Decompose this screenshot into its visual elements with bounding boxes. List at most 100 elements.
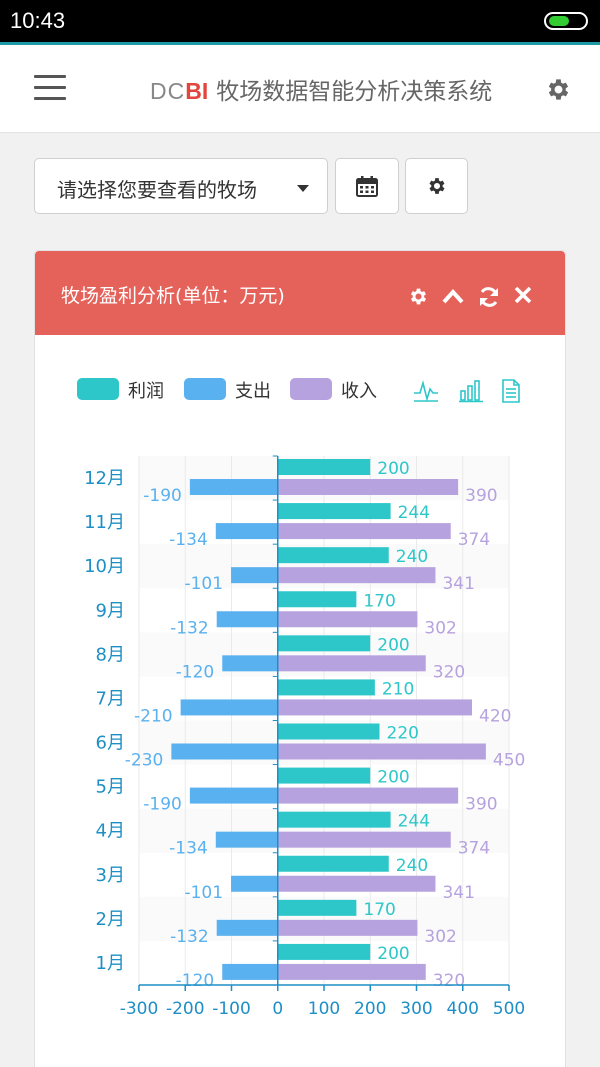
x-tick-label: 100 [308,999,340,1019]
farm-select-label: 请选择您要查看的牧场 [57,178,257,202]
hamburger-icon[interactable] [34,75,66,101]
data-label-expense: -230 [125,751,164,771]
bar-profit [277,459,371,475]
bar-income [277,567,436,584]
brand-title: 牧场数据智能分析决策系统 [216,79,493,105]
y-tick-label: 1月 [96,953,125,974]
bar-expense [216,611,278,628]
bar-income [277,787,459,804]
data-label-expense: -190 [143,795,182,815]
bar-expense [215,523,278,540]
y-tick-label: 2月 [96,909,125,930]
data-label-profit: 220 [387,724,419,744]
bar-expense [222,963,278,980]
data-label-income: 420 [479,706,511,726]
battery-level [549,16,569,26]
settings-button[interactable] [405,158,468,214]
line-chart-icon[interactable] [413,379,439,403]
bar-income [277,743,486,760]
bar-income [277,655,426,672]
bar-income [277,963,426,980]
legend-label-expense: 支出 [235,381,271,402]
data-label-expense: -101 [184,883,223,903]
data-label-income: 320 [433,662,465,682]
bar-profit [277,503,391,520]
brand-dc: DC [150,78,186,104]
refresh-icon[interactable] [478,286,500,308]
y-tick-label: 9月 [96,600,125,621]
data-label-income: 390 [465,795,497,815]
data-label-income: 341 [442,883,474,903]
x-tick-label: -100 [212,999,251,1019]
x-tick-label: 300 [400,999,432,1019]
legend-label-profit: 利润 [128,381,164,402]
legend-swatch-income [290,378,332,400]
data-label-profit: 240 [396,856,428,876]
data-label-income: 374 [458,839,490,859]
data-label-income: 374 [458,530,490,550]
data-label-profit: 200 [377,635,409,655]
gear-icon[interactable] [408,286,429,307]
y-tick-label: 6月 [96,733,125,754]
data-label-expense: -132 [170,927,209,947]
bar-income [277,699,472,716]
data-label-income: 450 [493,751,525,771]
data-label-income: 302 [424,927,456,947]
bar-profit [277,943,371,960]
x-tick-label: 0 [272,999,283,1019]
y-tick-label: 12月 [84,468,125,489]
data-label-profit: 170 [363,900,395,920]
bar-chart-icon[interactable] [459,379,483,403]
x-tick-label: 200 [354,999,386,1019]
gear-icon[interactable] [545,76,572,103]
bar-income [277,875,436,892]
profit-chart: 200 -190 390 12月 244 -134 374 11月 240 -101 341 10月 1… [84,455,525,1019]
data-label-income: 302 [424,618,456,638]
y-tick-label: 8月 [96,644,125,665]
calendar-icon [356,176,378,197]
calendar-button[interactable] [335,158,399,214]
data-label-expense: -120 [176,971,215,991]
bar-income [277,831,451,848]
bar-expense [222,655,278,672]
profit-panel: 牧场盈利分析(单位：万元) 利润 支出 收入 [34,250,566,1067]
data-label-income: 320 [433,971,465,991]
data-label-profit: 200 [377,944,409,964]
bar-income [277,523,451,540]
bar-profit [277,723,380,740]
bar-expense [215,831,278,848]
bar-expense [171,743,278,760]
bar-profit [277,767,371,784]
legend-label-income: 收入 [341,381,377,402]
bar-expense [231,875,278,892]
bar-expense [189,479,278,495]
caret-down-icon [297,185,309,192]
y-tick-label: 7月 [96,688,125,709]
x-tick-label: -200 [166,999,205,1019]
close-icon[interactable] [514,286,532,304]
bar-profit [277,591,357,608]
data-label-expense: -101 [184,574,223,594]
data-label-profit: 244 [398,503,430,523]
data-label-income: 341 [442,574,474,594]
panel-title: 牧场盈利分析(单位：万元) [61,285,285,307]
accent-line [0,42,600,45]
data-label-income: 390 [465,486,497,506]
bar-expense [216,919,278,936]
bar-income [277,919,418,936]
status-bar: 10:43 [0,0,600,42]
bar-expense [180,699,278,716]
x-tick-label: 500 [493,999,525,1019]
data-view-icon[interactable] [501,379,521,403]
legend-swatch-expense [184,378,226,400]
farm-select-dropdown[interactable]: 请选择您要查看的牧场 [34,158,328,214]
status-time: 10:43 [10,8,66,33]
bar-profit [277,635,371,652]
brand-bi: BI [185,78,209,104]
chevron-up-icon[interactable] [442,286,464,307]
gear-icon [428,178,445,194]
bar-profit [277,679,375,696]
data-label-profit: 170 [363,591,395,611]
data-label-expense: -132 [170,618,209,638]
y-tick-label: 10月 [84,556,125,577]
